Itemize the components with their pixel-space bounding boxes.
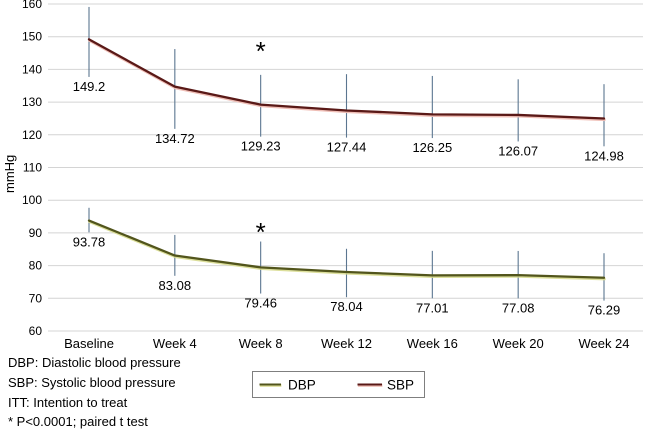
svg-text:120: 120 bbox=[22, 128, 42, 142]
svg-text:Week 20: Week 20 bbox=[493, 336, 544, 351]
svg-text:150: 150 bbox=[22, 30, 42, 44]
svg-text:130: 130 bbox=[22, 95, 42, 109]
svg-text:93.78: 93.78 bbox=[73, 234, 106, 249]
svg-text:126.07: 126.07 bbox=[498, 143, 538, 158]
svg-text:79.46: 79.46 bbox=[244, 296, 277, 311]
svg-text:77.01: 77.01 bbox=[416, 300, 449, 315]
svg-text:129.23: 129.23 bbox=[241, 139, 281, 154]
svg-text:140: 140 bbox=[22, 62, 42, 76]
svg-text:70: 70 bbox=[29, 291, 43, 305]
svg-text:134.72: 134.72 bbox=[155, 131, 195, 146]
svg-text:83.08: 83.08 bbox=[159, 278, 192, 293]
svg-text:80: 80 bbox=[29, 259, 43, 273]
svg-text:Week 12: Week 12 bbox=[321, 336, 372, 351]
svg-text:Week 8: Week 8 bbox=[239, 336, 283, 351]
svg-text:126.25: 126.25 bbox=[412, 140, 452, 155]
svg-text:78.04: 78.04 bbox=[330, 299, 363, 314]
svg-text:160: 160 bbox=[22, 0, 42, 11]
svg-text:*: * bbox=[256, 217, 266, 247]
svg-text:60: 60 bbox=[29, 324, 43, 338]
svg-text:Week 24: Week 24 bbox=[578, 336, 629, 351]
svg-text:100: 100 bbox=[22, 193, 42, 207]
svg-text:124.98: 124.98 bbox=[584, 148, 624, 163]
svg-text:Week 4: Week 4 bbox=[153, 336, 197, 351]
svg-text:Week 16: Week 16 bbox=[407, 336, 458, 351]
svg-text:77.08: 77.08 bbox=[502, 300, 535, 315]
svg-text:76.29: 76.29 bbox=[588, 303, 621, 318]
svg-text:149.2: 149.2 bbox=[73, 79, 106, 94]
svg-text:Baseline: Baseline bbox=[64, 336, 114, 351]
svg-text:*: * bbox=[256, 36, 266, 66]
svg-text:127.44: 127.44 bbox=[327, 140, 367, 155]
svg-text:90: 90 bbox=[29, 226, 43, 240]
